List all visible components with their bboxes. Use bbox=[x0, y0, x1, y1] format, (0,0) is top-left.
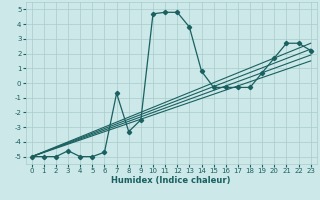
X-axis label: Humidex (Indice chaleur): Humidex (Indice chaleur) bbox=[111, 176, 231, 185]
